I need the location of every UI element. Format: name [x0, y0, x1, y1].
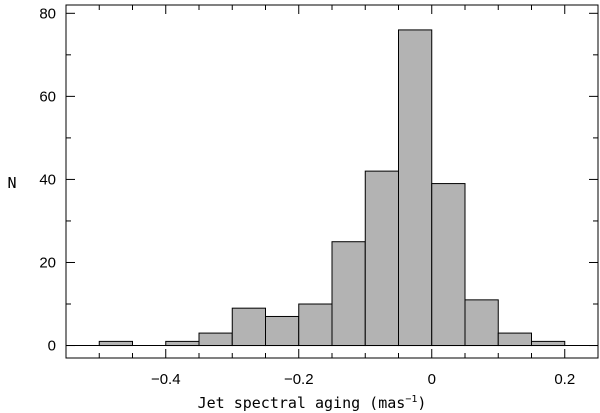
histogram-bar-12	[497, 332, 532, 347]
y-tick-label: 40	[39, 171, 56, 188]
histogram-bar-6	[298, 303, 333, 347]
histogram-bar-11	[464, 299, 499, 347]
y-axis-title: N	[7, 174, 16, 192]
histogram-bar-7	[331, 241, 366, 347]
histogram-bar-5	[265, 315, 300, 347]
y-tick-labels: 0 20 40 60 80	[39, 5, 56, 354]
histogram-bar-8	[364, 170, 399, 347]
histogram-bar-9	[398, 29, 433, 347]
bars-group	[98, 29, 566, 347]
x-tick-label: 0	[428, 371, 436, 388]
x-tick-label: −0.2	[284, 371, 314, 388]
y-tick-label: 20	[39, 254, 56, 271]
y-tick-label: 80	[39, 5, 56, 22]
axis-ticks	[65, 5, 599, 358]
x-tick-labels: −0.4 −0.2 0 0.2	[151, 371, 575, 388]
histogram-bar-3	[198, 332, 233, 347]
histogram-bar-10	[431, 183, 466, 347]
y-tick-label: 0	[48, 338, 56, 355]
histogram-bar-2	[165, 340, 200, 347]
x-tick-label: −0.4	[151, 371, 181, 388]
histogram-bar-13	[531, 340, 566, 347]
x-axis-title: Jet spectral aging (mas−1)	[198, 394, 427, 412]
histogram-bar-4	[231, 307, 266, 347]
y-tick-label: 60	[39, 88, 56, 105]
x-tick-label: 0.2	[554, 371, 575, 388]
histogram-bar-0	[98, 340, 133, 347]
